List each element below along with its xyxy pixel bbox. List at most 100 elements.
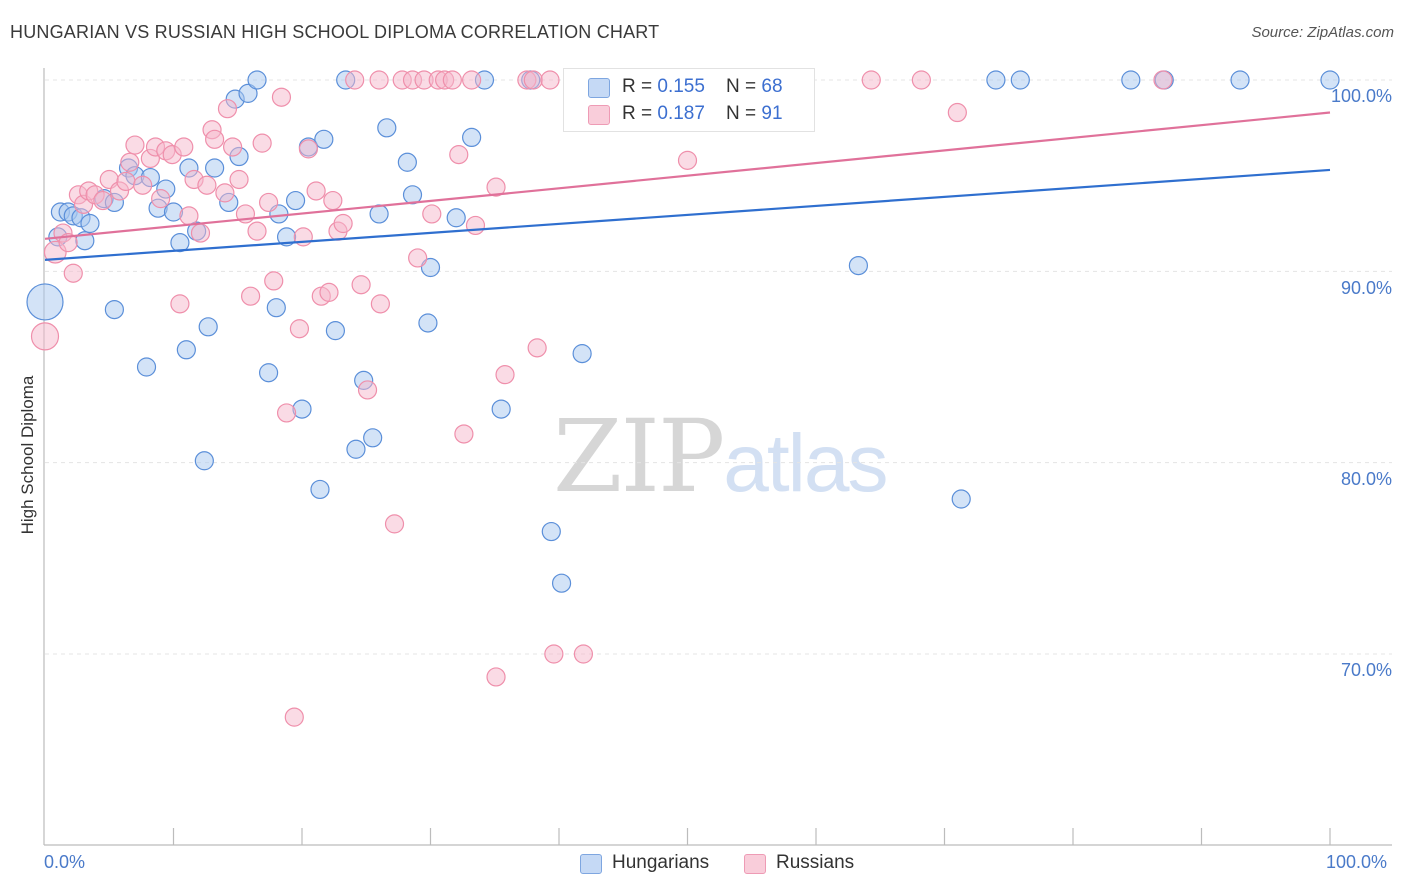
- russians-point-80: [677, 150, 698, 170]
- russians-point-53: [357, 380, 378, 400]
- russians-n-label: N =: [726, 103, 762, 124]
- russians-point-3: [58, 233, 78, 253]
- hungarians-point-56: [551, 573, 572, 593]
- russians-point-41: [284, 707, 304, 727]
- hungarians-point-27: [285, 190, 306, 211]
- russians-point-37: [258, 192, 279, 213]
- hungarians-point-50: [346, 439, 366, 459]
- hungarians-point-33: [397, 152, 417, 172]
- russians-point-68: [465, 215, 486, 236]
- russians-point-9: [93, 190, 113, 211]
- russians-point-23: [179, 206, 199, 226]
- hungarians-point-23: [238, 83, 258, 103]
- russians-n-value: 91: [761, 103, 783, 124]
- legend: Hungarians Russians: [0, 852, 1406, 878]
- stats-box: R = 0.155 N = 68 R = 0.187 N = 91: [563, 68, 815, 132]
- hungarians-point-42: [176, 340, 196, 360]
- russians-point-76: [544, 644, 564, 664]
- y-tick-label-100: 100.0%: [1330, 86, 1392, 106]
- chart-title: HUNGARIAN VS RUSSIAN HIGH SCHOOL DIPLOMA…: [10, 22, 660, 42]
- legend-label-hungarians: Hungarians: [612, 852, 710, 873]
- hungarians-point-53: [418, 313, 438, 333]
- hungarians-point-29: [314, 129, 334, 149]
- russians-point-0: [30, 322, 60, 351]
- hungarians-point-49: [325, 321, 346, 341]
- hungarians-point-37: [462, 127, 482, 147]
- russians-point-21: [170, 294, 190, 314]
- russians-point-70: [486, 667, 506, 687]
- russians-point-75: [540, 70, 560, 90]
- hungarians-point-19: [205, 158, 225, 178]
- russians-r-label: R =: [622, 103, 658, 124]
- russians-point-84: [911, 70, 931, 90]
- russians-point-85: [947, 102, 967, 123]
- legend-swatch-russians: [744, 854, 766, 874]
- hungarians-point-66: [1230, 70, 1250, 90]
- russians-point-42: [289, 319, 310, 339]
- watermark-zip: ZIP: [553, 398, 725, 515]
- legend-swatch-hungarians: [580, 854, 602, 874]
- hungarians-r-label: R =: [622, 76, 658, 97]
- hungarians-point-16: [170, 233, 190, 253]
- russians-point-83: [861, 70, 881, 90]
- russians-point-4: [63, 263, 83, 283]
- russians-point-74: [527, 338, 547, 358]
- watermark-atlas: atlas: [723, 418, 888, 509]
- russians-point-12: [116, 171, 136, 192]
- hungarians-point-48: [310, 479, 330, 500]
- watermark: ZIPatlas: [553, 398, 889, 515]
- russians-point-22: [174, 137, 194, 157]
- russians-point-48: [323, 190, 343, 211]
- russians-point-39: [271, 87, 292, 107]
- russians-point-51: [345, 70, 365, 90]
- hungarians-point-52: [363, 428, 383, 448]
- hungarians-point-0: [26, 283, 64, 321]
- hungarians-point-64: [1121, 70, 1141, 90]
- x-tick-label-max: 100.0%: [1326, 852, 1388, 872]
- hungarians-point-35: [420, 257, 441, 278]
- russians-point-13: [120, 152, 140, 172]
- russians-point-61: [422, 204, 442, 224]
- russians-point-15: [133, 175, 153, 195]
- hungarians-trend-line: [44, 168, 1331, 261]
- x-tick-label-min: 0.0%: [44, 852, 86, 872]
- russians-point-28: [205, 129, 225, 149]
- russians-point-64: [442, 70, 462, 90]
- russians-point-55: [370, 294, 390, 314]
- hungarians-point-44: [194, 451, 214, 471]
- hungarians-n-value: 68: [761, 76, 783, 97]
- russians-point-78: [573, 644, 594, 664]
- hungarians-point-57: [572, 344, 592, 364]
- hungarians-point-36: [446, 208, 466, 228]
- russians-point-54: [369, 70, 389, 90]
- russians-point-69: [486, 177, 506, 197]
- hungarians-point-60: [848, 255, 869, 276]
- russians-point-56: [384, 514, 405, 534]
- hungarians-point-54: [491, 399, 511, 419]
- hungarians-point-32: [377, 118, 397, 138]
- russians-point-36: [252, 133, 272, 153]
- hungarians-point-55: [541, 521, 561, 542]
- russians-point-26: [197, 175, 217, 195]
- y-axis-label: High School Diploma: [18, 375, 37, 535]
- y-tick-label-80: 80.0%: [1340, 469, 1392, 489]
- hungarians-point-24: [247, 70, 267, 90]
- russians-point-32: [229, 169, 249, 190]
- russians-point-18: [151, 189, 171, 209]
- hungarians-n-label: N =: [726, 76, 762, 97]
- russians-point-14: [125, 135, 145, 155]
- russians-point-52: [351, 275, 371, 295]
- hungarians-point-34: [402, 185, 423, 205]
- russians-point-29: [215, 183, 235, 203]
- hungarians-point-46: [266, 298, 286, 318]
- hungarians-point-40: [104, 300, 124, 320]
- hungarians-point-45: [258, 363, 279, 383]
- russians-r-value: 0.187: [657, 103, 705, 124]
- hungarians-point-67: [1320, 70, 1340, 90]
- russians-point-59: [408, 248, 428, 268]
- russians-point-71: [495, 365, 515, 385]
- y-tick-label-70: 70.0%: [1340, 660, 1392, 680]
- hungarians-point-43: [198, 317, 218, 337]
- hungarians-point-7: [80, 213, 100, 234]
- hungarians-r-value: 0.155: [657, 76, 705, 97]
